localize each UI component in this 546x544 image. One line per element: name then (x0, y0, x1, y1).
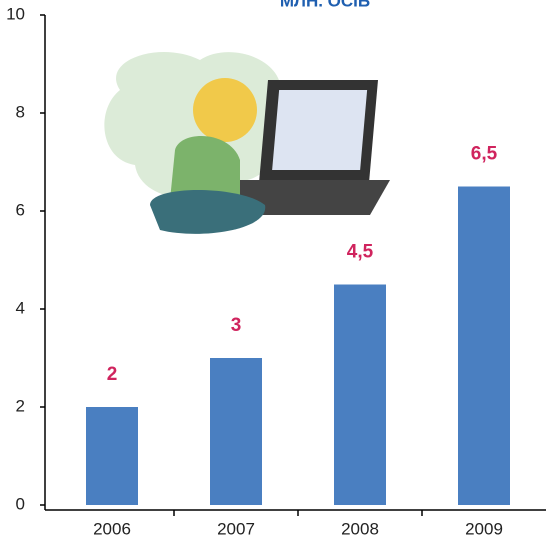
bar (86, 407, 138, 505)
y-tick-label: 2 (16, 396, 25, 415)
boy-shirt (170, 136, 240, 200)
y-tick-label: 10 (6, 4, 25, 23)
bar (334, 284, 386, 505)
x-tick-label: 2006 (93, 519, 131, 538)
y-tick-label: 6 (16, 200, 25, 219)
x-tick-label: 2009 (465, 519, 503, 538)
y-tick-label: 8 (16, 102, 25, 121)
value-label: 3 (231, 315, 242, 336)
x-tick-label: 2008 (341, 519, 379, 538)
x-tick-label: 2007 (217, 519, 255, 538)
y-tick-label: 0 (16, 494, 25, 513)
value-label: 4,5 (347, 242, 374, 263)
chart-title: МЛН. ОСІБ (280, 0, 370, 10)
y-tick-label: 4 (16, 298, 25, 317)
value-label: 6,5 (471, 144, 498, 165)
bar (458, 186, 510, 505)
boy-legs (150, 190, 266, 234)
laptop-display (272, 90, 368, 170)
illustration (104, 51, 390, 234)
boy-head (193, 78, 257, 142)
bar (210, 358, 262, 505)
value-label: 2 (107, 364, 118, 385)
